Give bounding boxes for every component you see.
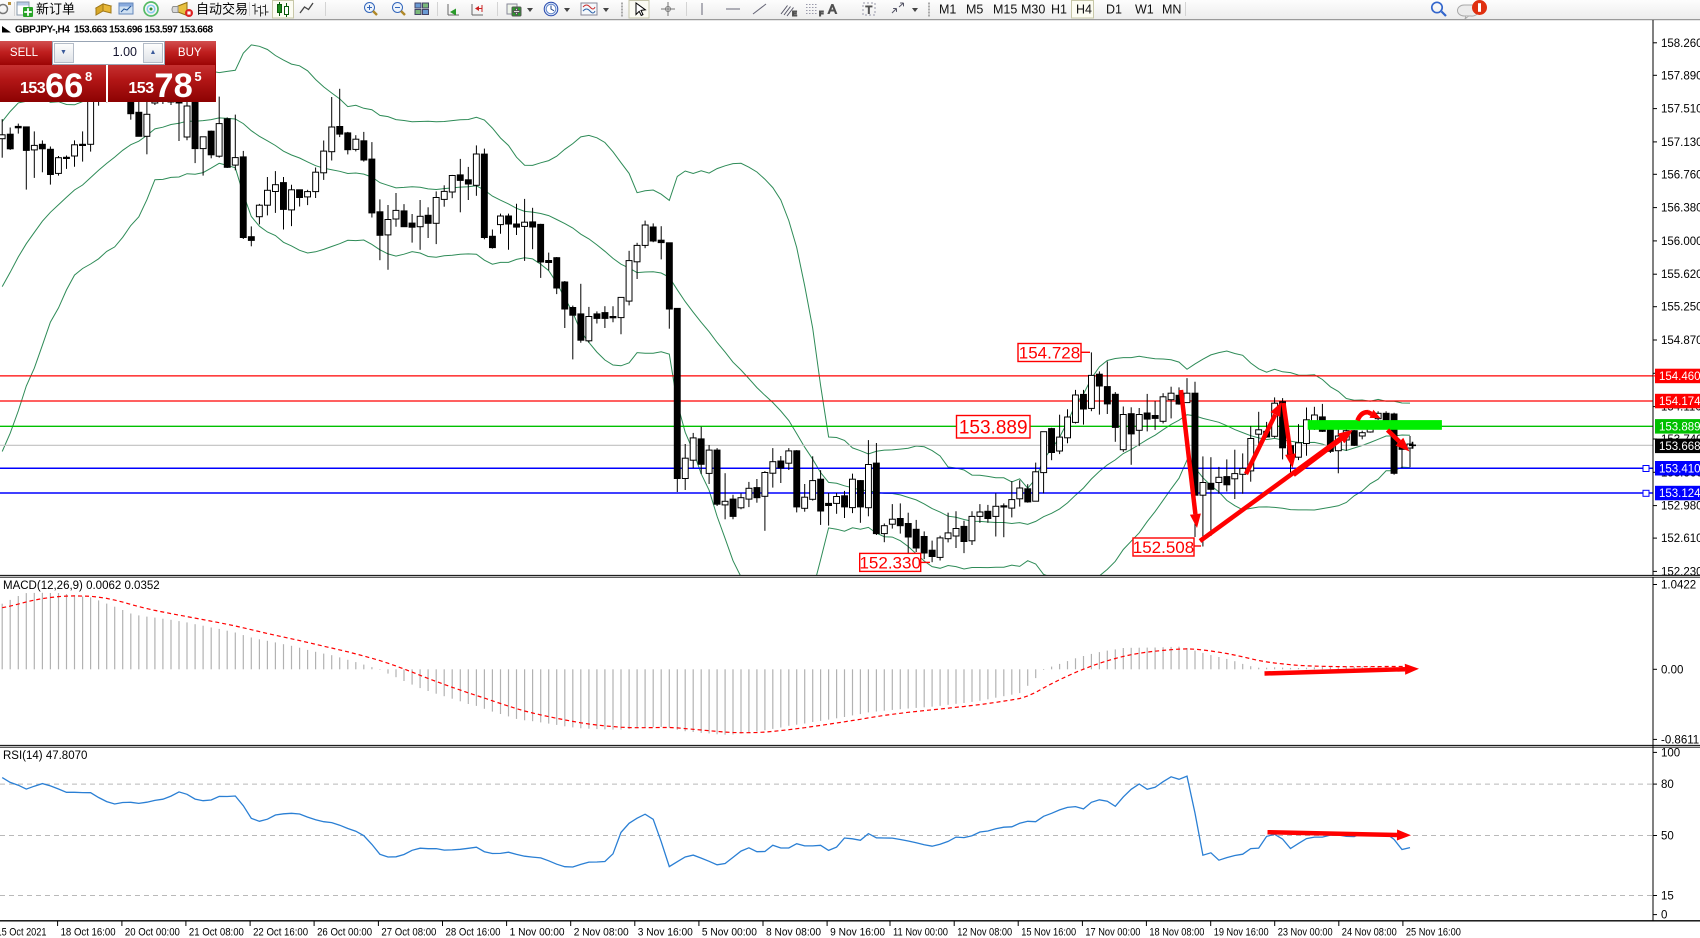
- svg-text:153.668: 153.668: [1659, 441, 1700, 453]
- svg-text:157.130: 157.130: [1661, 137, 1700, 149]
- svg-text:M15: M15: [993, 3, 1017, 17]
- svg-text:M5: M5: [966, 3, 983, 17]
- svg-text:153.889: 153.889: [1659, 422, 1700, 434]
- svg-text:80: 80: [1661, 779, 1674, 791]
- svg-text:154.460: 154.460: [1659, 371, 1700, 383]
- svg-text:-0.8611: -0.8611: [1661, 734, 1699, 746]
- svg-text:新订单: 新订单: [36, 2, 75, 17]
- svg-text:D1: D1: [1106, 3, 1122, 17]
- svg-text:153.124: 153.124: [1659, 488, 1700, 500]
- svg-text:154.870: 154.870: [1661, 335, 1700, 347]
- svg-text:28 Oct 16:00: 28 Oct 16:00: [446, 927, 501, 938]
- svg-text:26 Oct 00:00: 26 Oct 00:00: [317, 927, 372, 938]
- svg-text:154.728: 154.728: [1019, 344, 1080, 363]
- svg-text:152.508: 152.508: [1133, 538, 1194, 557]
- svg-text:155.620: 155.620: [1661, 269, 1700, 281]
- svg-text:12 Nov 08:00: 12 Nov 08:00: [957, 927, 1012, 938]
- svg-text:W1: W1: [1135, 3, 1154, 17]
- svg-text:18 Nov 08:00: 18 Nov 08:00: [1149, 927, 1204, 938]
- svg-text:15 Oct 2021: 15 Oct 2021: [0, 927, 47, 938]
- svg-text:1.0422: 1.0422: [1661, 580, 1696, 592]
- svg-text:100: 100: [1661, 747, 1680, 759]
- svg-text:154.174: 154.174: [1659, 396, 1700, 408]
- svg-text:8 Nov 08:00: 8 Nov 08:00: [766, 927, 821, 938]
- svg-text:18 Oct 16:00: 18 Oct 16:00: [61, 927, 116, 938]
- svg-text:24 Nov 08:00: 24 Nov 08:00: [1342, 927, 1397, 938]
- svg-text:H4: H4: [1076, 3, 1092, 17]
- svg-text:E: E: [792, 9, 797, 18]
- svg-text:0.00: 0.00: [1661, 664, 1683, 676]
- svg-text:GBPJPY-,H4 153.663 153.696 15: GBPJPY-,H4 153.663 153.696 153.597 153.6…: [15, 25, 213, 36]
- svg-text:27 Oct 08:00: 27 Oct 08:00: [381, 927, 436, 938]
- svg-text:A: A: [828, 2, 837, 17]
- svg-text:20 Oct 00:00: 20 Oct 00:00: [125, 927, 180, 938]
- svg-text:15 Nov 16:00: 15 Nov 16:00: [1021, 927, 1076, 938]
- svg-text:RSI(14) 47.8070: RSI(14) 47.8070: [3, 750, 87, 762]
- svg-text:H1: H1: [1051, 3, 1067, 17]
- svg-text:T: T: [866, 5, 873, 17]
- svg-text:23 Nov 00:00: 23 Nov 00:00: [1278, 927, 1333, 938]
- svg-text:22 Oct 16:00: 22 Oct 16:00: [253, 927, 308, 938]
- svg-text:21 Oct 08:00: 21 Oct 08:00: [189, 927, 244, 938]
- svg-text:自动交易: 自动交易: [196, 2, 248, 17]
- svg-text:3 Nov 16:00: 3 Nov 16:00: [638, 927, 693, 938]
- svg-text:158.260: 158.260: [1661, 38, 1700, 50]
- svg-text:M1: M1: [939, 3, 956, 17]
- svg-text:152.610: 152.610: [1661, 533, 1700, 545]
- svg-text:153.410: 153.410: [1659, 463, 1700, 475]
- svg-text:157.890: 157.890: [1661, 70, 1700, 82]
- svg-text:9 Nov 16:00: 9 Nov 16:00: [830, 927, 885, 938]
- svg-text:25 Nov 16:00: 25 Nov 16:00: [1406, 927, 1461, 938]
- svg-text:152.330: 152.330: [859, 554, 920, 573]
- svg-text:157.510: 157.510: [1661, 104, 1700, 116]
- svg-text:11 Nov 00:00: 11 Nov 00:00: [893, 927, 948, 938]
- svg-text:5 Nov 00:00: 5 Nov 00:00: [702, 927, 757, 938]
- svg-text:156.380: 156.380: [1661, 203, 1700, 215]
- svg-text:F: F: [819, 9, 824, 18]
- svg-text:19 Nov 16:00: 19 Nov 16:00: [1214, 927, 1269, 938]
- svg-text:156.000: 156.000: [1661, 236, 1700, 248]
- svg-text:153.889: 153.889: [959, 418, 1028, 439]
- svg-text:50: 50: [1661, 831, 1674, 843]
- svg-text:2 Nov 08:00: 2 Nov 08:00: [574, 927, 629, 938]
- svg-text:156.760: 156.760: [1661, 169, 1700, 181]
- svg-text:152.230: 152.230: [1661, 566, 1700, 578]
- svg-text:MN: MN: [1162, 3, 1181, 17]
- svg-text:1 Nov 00:00: 1 Nov 00:00: [510, 927, 565, 938]
- svg-text:M30: M30: [1021, 3, 1045, 17]
- svg-text:15: 15: [1661, 891, 1674, 903]
- svg-text:MACD(12,26,9) 0.0062 0.0352: MACD(12,26,9) 0.0062 0.0352: [3, 580, 160, 592]
- svg-text:0: 0: [1661, 910, 1667, 922]
- svg-text:152.980: 152.980: [1661, 501, 1700, 513]
- svg-text:17 Nov 00:00: 17 Nov 00:00: [1085, 927, 1140, 938]
- svg-text:155.250: 155.250: [1661, 302, 1700, 314]
